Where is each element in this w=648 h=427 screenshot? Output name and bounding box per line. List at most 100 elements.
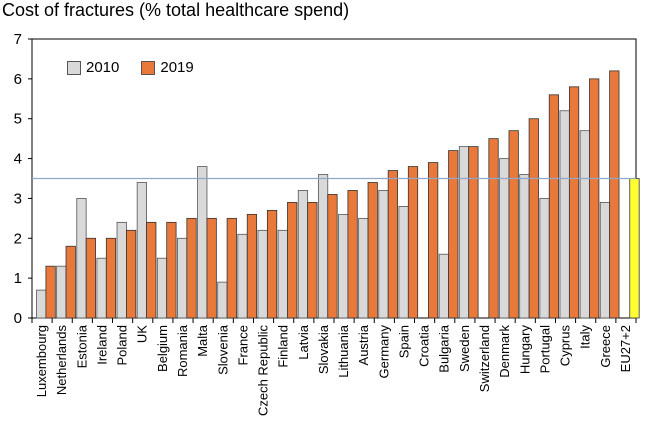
bar-2019-croatia [428,162,439,319]
bar-2010-france [237,233,248,319]
x-tick-label-luxembourg: Luxembourg [34,325,49,397]
x-tick-label-portugal: Portugal [537,325,552,374]
bar-2010-czech-republic [257,229,268,319]
bar-2010-belgium [156,257,168,319]
bar-2010-netherlands [56,265,67,319]
y-tick-label-3: 3 [14,190,22,207]
x-tick-label-slovenia: Slovenia [215,324,230,375]
bar-2019-germany [387,170,398,319]
bar-2019-austria [367,182,378,319]
legend-item-2010: 2010 [67,59,119,76]
y-tick-label-7: 7 [14,31,22,48]
bar-2010-italy [579,130,590,319]
chart-title: Cost of fractures (% total healthcare sp… [2,0,350,20]
bar-2019-malta [206,217,217,319]
bar-2019-italy [589,78,600,319]
legend-item-2019: 2019 [141,59,194,76]
x-tick-label-netherlands: Netherlands [54,325,69,396]
bar-2010-greece [599,202,611,319]
bar-2019-spain [407,166,419,319]
x-tick-label-eu27-2: EU27+2 [618,325,633,372]
bar-2019-portugal [548,94,560,319]
x-tick-label-poland: Poland [115,325,130,365]
bar-2010-luxembourg [36,289,47,319]
legend-swatch-2010 [67,60,81,75]
bar-2010-portugal [539,198,550,319]
y-tick-label-5: 5 [14,111,22,128]
bar-2010-uk [136,182,147,319]
bar-2010-ireland [96,257,107,319]
bar-2010-estonia [76,198,87,319]
y-tick-label-2: 2 [14,230,22,247]
bar-2019-czech-republic [266,209,278,319]
bar-2019-bulgaria [448,150,459,319]
bar-2010-poland [116,221,127,319]
bar-2019-greece [609,70,620,319]
bar-2019-slovenia [226,217,237,319]
x-tick-label-denmark: Denmark [497,325,512,378]
bar-2019-belgium [166,221,177,319]
bar-2010-malta [197,166,208,319]
bar-2010-spain [398,205,409,319]
legend-label-2019: 2019 [160,59,194,76]
bar-2010-hungary [519,174,530,319]
bar-2010-germany [378,190,389,319]
bar-2019-ireland [105,237,117,319]
bar-2019-romania [186,217,197,319]
x-tick-label-romania: Romania [175,324,190,377]
x-tick-label-slovakia: Slovakia [316,324,331,374]
x-tick-label-germany: Germany [376,325,391,379]
y-tick-label-0: 0 [14,310,22,327]
x-tick-label-croatia: Croatia [417,324,432,367]
x-tick-label-lithuania: Lithuania [336,324,351,378]
x-tick-label-malta: Malta [195,324,210,357]
bar-2019-hungary [528,118,539,319]
legend: 2010 2019 [67,59,216,76]
bar-2019-switzerland [488,138,499,319]
x-tick-label-hungary: Hungary [517,325,532,375]
x-tick-label-austria: Austria [356,324,371,365]
bar-2019-cyprus [568,86,580,319]
bar-2019-slovakia [327,194,338,319]
bar-2019-poland [126,229,137,319]
bar-2010-lithuania [338,213,349,319]
bar-2019-france [246,213,258,319]
x-tick-label-cyprus: Cyprus [558,325,573,367]
x-tick-label-finland: Finland [276,325,291,368]
bar-2010-austria [358,217,369,319]
x-tick-label-ireland: Ireland [94,325,109,365]
bar-2010-slovenia [217,281,228,319]
bar-2019-luxembourg [45,265,56,319]
x-tick-label-belgium: Belgium [155,325,170,372]
legend-swatch-2019 [141,60,156,75]
x-tick-label-czech-republic: Czech Republic [256,325,271,417]
bar-2010-slovakia [317,174,329,319]
y-tick-label-6: 6 [14,71,22,88]
legend-label-2010: 2010 [86,59,120,76]
bar-2019-lithuania [347,190,358,319]
bar-2019-estonia [85,237,96,319]
bar-2010-finland [277,229,288,319]
x-tick-label-spain: Spain [396,325,411,358]
x-tick-label-switzerland: Switzerland [477,325,492,392]
x-tick-label-greece: Greece [598,325,613,368]
x-tick-label-latvia: Latvia [296,324,311,359]
bar-2019-netherlands [65,245,76,319]
bar-2010-bulgaria [438,253,449,319]
bar-2019-denmark [508,130,519,319]
x-tick-label-bulgaria: Bulgaria [437,324,452,372]
x-tick-label-france: France [235,325,250,365]
x-tick-label-uk: UK [135,325,150,343]
bar-2019-eu27-2 [629,178,640,319]
bar-2010-sweden [458,146,470,319]
x-tick-label-estonia: Estonia [74,324,89,368]
y-tick-label-1: 1 [14,270,22,287]
x-tick-label-sweden: Sweden [457,325,472,372]
bar-2019-finland [287,202,298,319]
y-tick-label-4: 4 [14,151,22,168]
bar-2019-latvia [307,202,318,319]
x-tick-label-italy: Italy [578,325,593,349]
bar-2010-cyprus [559,110,570,319]
